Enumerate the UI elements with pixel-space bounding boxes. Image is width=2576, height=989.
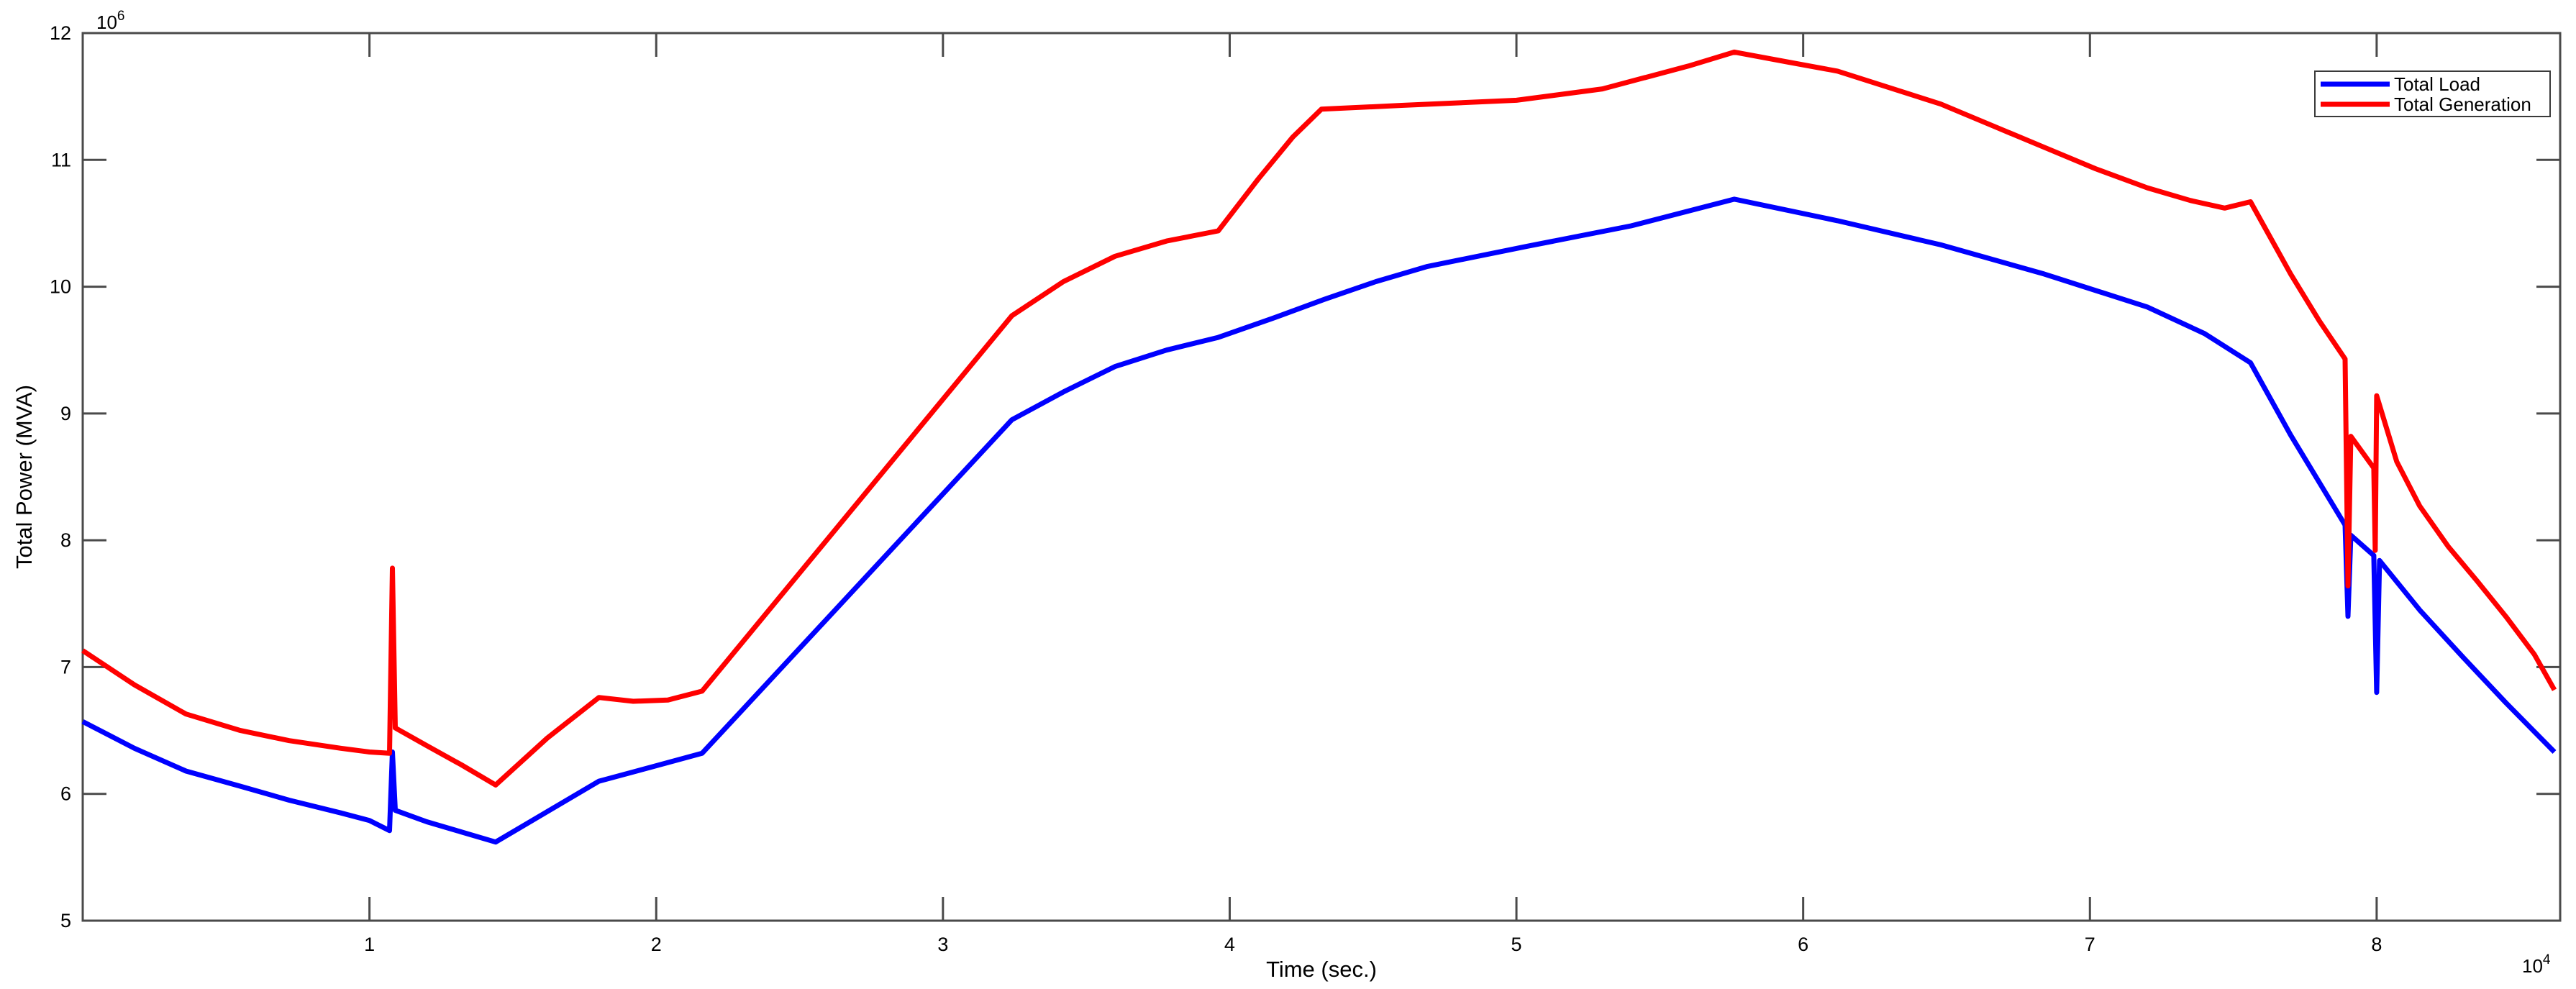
- y-tick-label: 11: [51, 149, 71, 170]
- series-line-total-load: [81, 196, 2557, 845]
- x-tick-label: 7: [2085, 934, 2095, 955]
- y-tick-label: 6: [60, 783, 71, 805]
- legend-label-total-generation: Total Generation: [2394, 94, 2531, 115]
- y-tick-label: 10: [50, 276, 71, 298]
- x-tick-label: 1: [364, 934, 375, 955]
- y-tick-label: 7: [60, 656, 71, 678]
- x-tick-label: 3: [937, 934, 948, 955]
- x-axis-label: Time (sec.): [1266, 957, 1377, 982]
- plot-frame: [81, 32, 2562, 922]
- y-axis-label: Total Power (MVA): [12, 385, 37, 569]
- legend-label-total-load: Total Load: [2394, 73, 2480, 95]
- y-tick-label: 12: [50, 22, 71, 44]
- x-axis-exponent: 104: [2522, 952, 2551, 977]
- y-tick-label: 8: [60, 529, 71, 551]
- y-axis-exponent: 106: [96, 9, 125, 33]
- x-tick-label: 6: [1798, 934, 1808, 955]
- x-tick-label: 2: [651, 934, 662, 955]
- x-tick-label: 8: [2371, 934, 2382, 955]
- y-tick-label: 5: [60, 910, 71, 931]
- x-tick-label: 5: [1511, 934, 1522, 955]
- x-tick-label: 4: [1224, 934, 1235, 955]
- legend-box: [2314, 70, 2551, 117]
- series-line-total-generation: [81, 49, 2557, 788]
- y-tick-label: 9: [60, 403, 71, 424]
